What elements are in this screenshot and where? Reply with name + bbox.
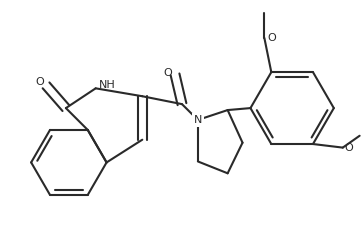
Text: O: O — [163, 67, 172, 78]
Text: O: O — [345, 143, 354, 153]
Text: N: N — [194, 115, 202, 125]
Text: NH: NH — [99, 80, 115, 90]
Text: O: O — [267, 33, 276, 43]
Text: O: O — [35, 77, 44, 87]
